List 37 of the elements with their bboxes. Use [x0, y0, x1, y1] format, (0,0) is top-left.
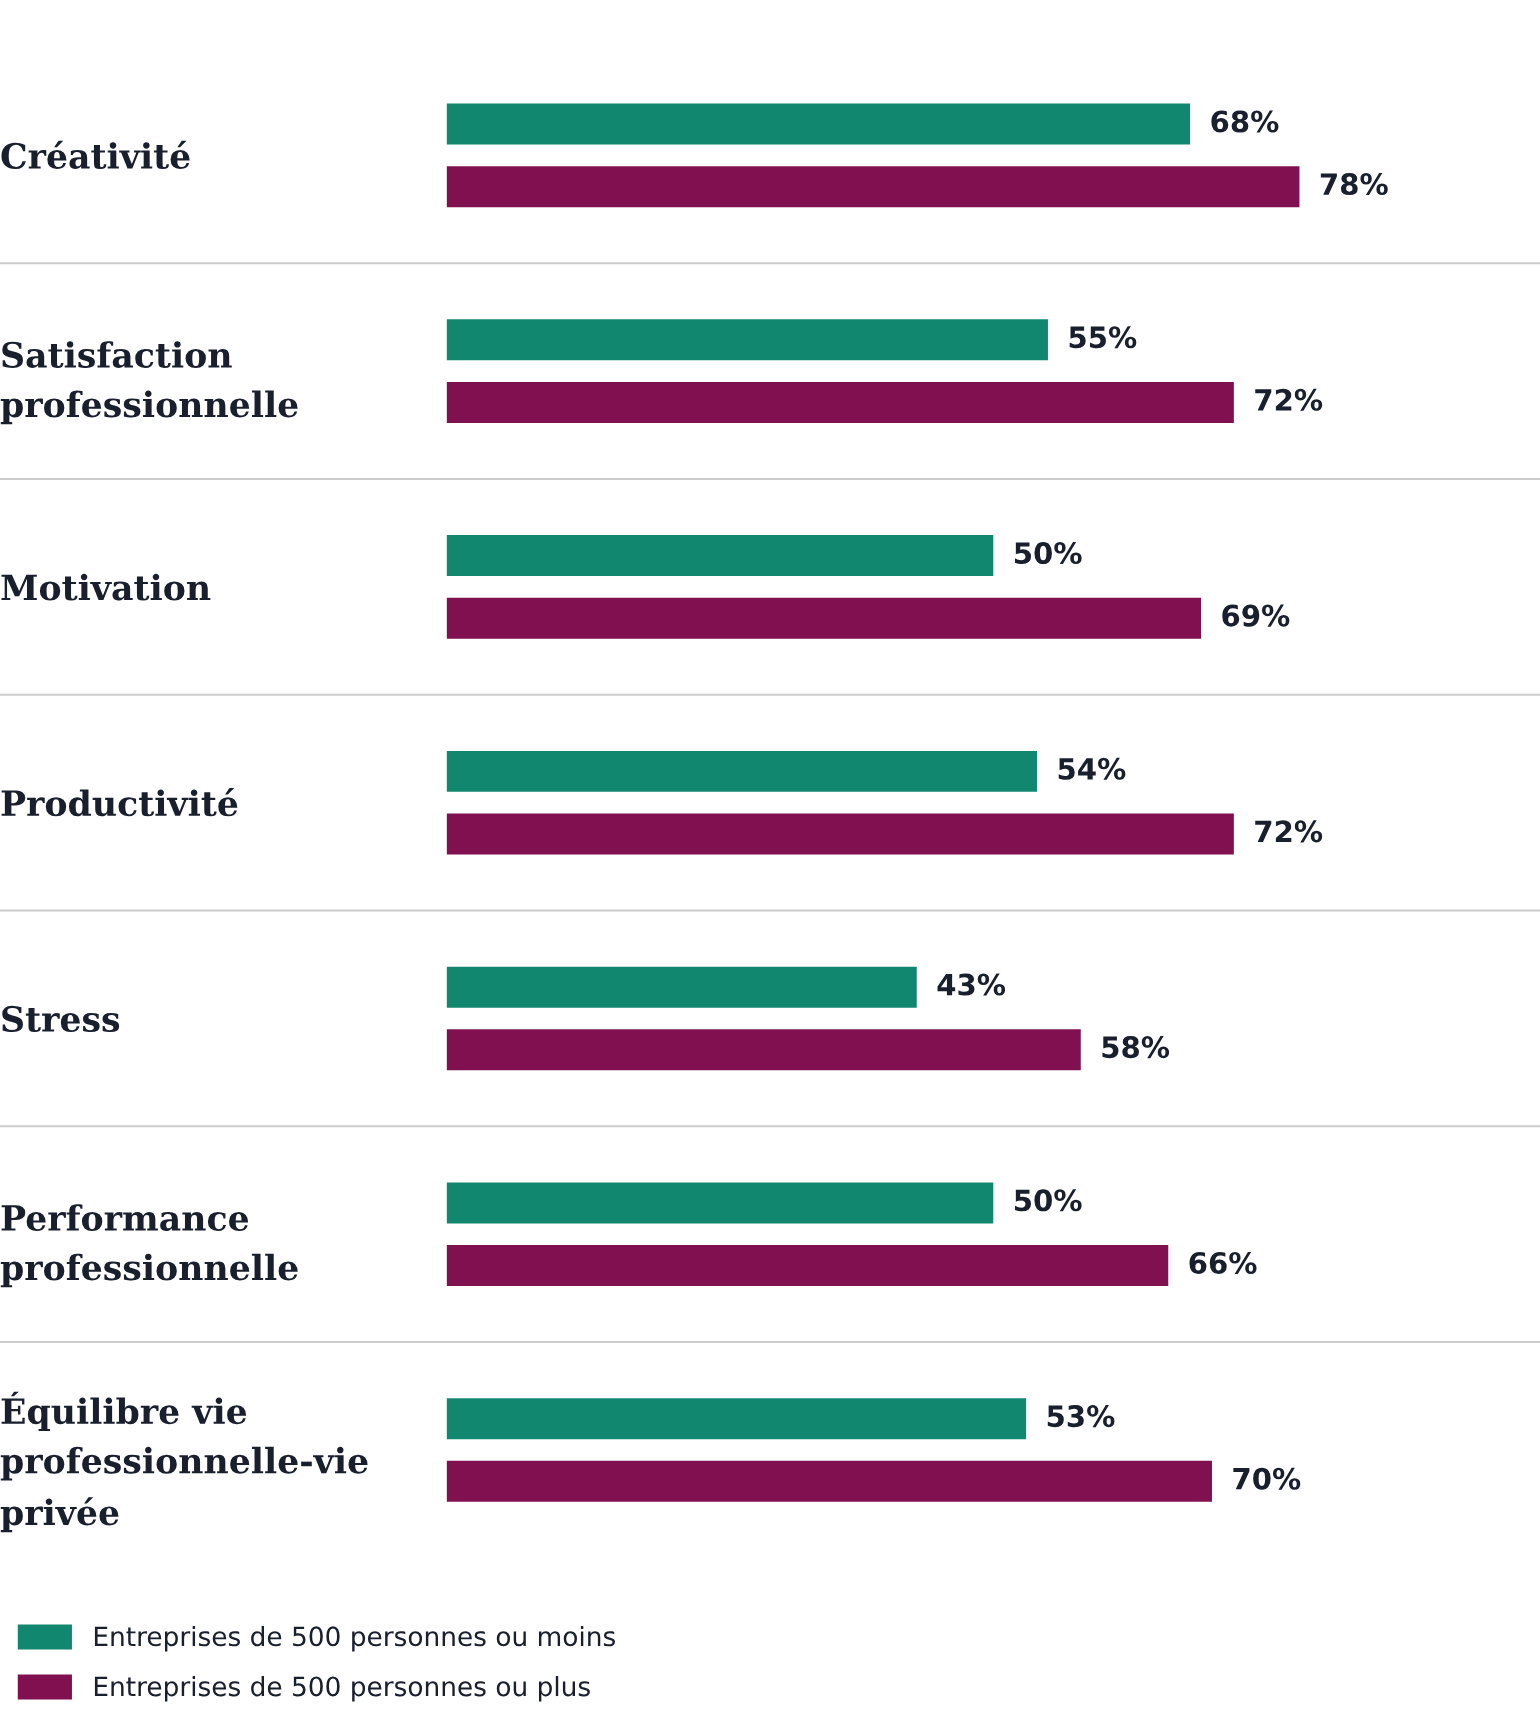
bar: [446, 381, 1234, 423]
bar: [446, 597, 1202, 639]
data-label: 78%: [1320, 173, 1388, 196]
bar: [446, 1244, 1169, 1286]
data-label: 58%: [1102, 1036, 1170, 1059]
bar: [446, 1460, 1212, 1502]
y-tick-label: Productivité: [1, 788, 238, 817]
data-label: 54%: [1058, 757, 1126, 780]
bar: [446, 1182, 994, 1224]
y-tick-label: Équilibre vie professionnelle-vie privée: [0, 1391, 368, 1533]
bar: [446, 319, 1048, 361]
bar: [446, 1398, 1027, 1440]
data-label: 72%: [1255, 820, 1323, 843]
bar: [446, 1029, 1081, 1071]
y-tick-label: Créativité: [1, 140, 190, 170]
data-label: 70%: [1233, 1467, 1301, 1490]
y-tick-label: Performance professionnelle: [0, 1204, 298, 1288]
data-label: 66%: [1189, 1251, 1257, 1274]
y-tick-label: Satisfaction professionnelle: [0, 341, 298, 425]
data-label: 50%: [1015, 1189, 1082, 1212]
data-label: 53%: [1047, 1405, 1115, 1428]
legend-label: Entreprises de 500 personnes ou moins: [94, 1625, 615, 1652]
bar: [446, 535, 994, 577]
data-label: 68%: [1211, 110, 1279, 133]
bar: [446, 750, 1038, 792]
legend-label: Entreprises de 500 personnes ou plus: [94, 1675, 590, 1702]
y-tick-label: Motivation: [1, 573, 211, 601]
data-label: 72%: [1255, 388, 1323, 411]
bar: [446, 166, 1300, 208]
data-label: 43%: [937, 973, 1006, 996]
bar: [446, 813, 1234, 855]
y-tick-label: Stress: [2, 1005, 120, 1033]
data-label: 50%: [1015, 542, 1082, 565]
data-label: 55%: [1069, 326, 1137, 349]
bar: [446, 966, 917, 1008]
data-label: 69%: [1222, 604, 1290, 627]
bar: [446, 103, 1191, 145]
